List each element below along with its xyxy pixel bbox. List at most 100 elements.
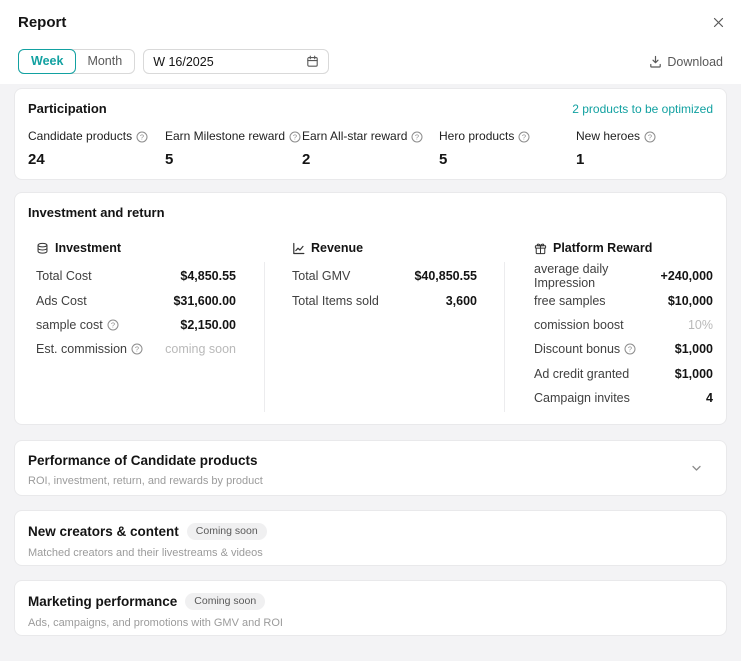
help-icon[interactable]: ?	[289, 131, 301, 143]
table-row: average daily Impression ? +240,000	[534, 262, 713, 291]
participation-metric: Candidate products ? 24	[28, 129, 165, 168]
investment-return-card: Investment and return Investment Total C…	[14, 192, 727, 425]
help-icon[interactable]: ?	[518, 131, 530, 143]
report-toolbar: Week Month W 16/2025 Download	[18, 49, 723, 74]
row-label: sample cost	[36, 317, 103, 332]
download-label: Download	[667, 54, 723, 69]
investment-return-columns: Investment Total Cost ? $4,850.55 Ads Co…	[28, 238, 713, 412]
participation-title: Participation	[28, 101, 107, 116]
row-value: $1,000	[674, 342, 713, 357]
section-subtitle: ROI, investment, return, and rewards by …	[28, 475, 263, 487]
participation-metrics: Candidate products ? 24 Earn Milestone r…	[28, 129, 713, 168]
table-row: Total Items sold ? 3,600	[292, 288, 477, 312]
svg-text:?: ?	[135, 345, 139, 354]
calendar-icon	[306, 55, 319, 68]
metric-label: Earn All-star reward	[302, 129, 408, 143]
metric-value: 5	[165, 151, 174, 168]
metric-value: 2	[302, 151, 311, 168]
invest-column: Platform Reward average daily Impression…	[504, 238, 713, 412]
section-title: Marketing performance	[28, 594, 178, 609]
section-subtitle: Ads, campaigns, and promotions with GMV …	[28, 617, 283, 629]
dialog-header: Report Week Month W 16/2025 Download	[0, 0, 741, 84]
week-picker[interactable]: W 16/2025	[143, 49, 330, 74]
row-label: average daily Impression	[534, 262, 609, 291]
close-button[interactable]	[710, 14, 727, 31]
row-label: Ad credit granted	[534, 366, 630, 381]
section-card[interactable]: Performance of Candidate products ROI, i…	[14, 440, 727, 496]
svg-text:?: ?	[628, 345, 632, 354]
table-row: Ads Cost ? $31,600.00	[36, 288, 236, 312]
row-value: 4	[706, 391, 713, 406]
products-to-optimize-link[interactable]: 2 products to be optimized	[572, 101, 713, 116]
row-label: Total GMV	[292, 269, 351, 284]
row-label: Est. commission	[36, 342, 127, 357]
report-content: Participation 2 products to be optimized…	[0, 84, 741, 636]
svg-text:?: ?	[111, 321, 115, 330]
table-row: Ad credit granted ? $1,000	[534, 362, 713, 386]
row-value: coming soon	[165, 342, 236, 357]
table-row: Campaign invites ? 4	[534, 386, 713, 410]
row-label: Total Items sold	[292, 293, 379, 308]
table-row: free samples ? $10,000	[534, 288, 713, 312]
report-dialog: Report Week Month W 16/2025 Download	[0, 0, 741, 636]
week-tab[interactable]: Week	[18, 49, 77, 74]
help-icon[interactable]: ?	[131, 343, 143, 355]
section-subtitle: Matched creators and their livestreams &…	[28, 547, 263, 559]
row-value: 10%	[687, 317, 713, 332]
table-row: Est. commission ? coming soon	[36, 337, 236, 361]
invest-column: Revenue Total GMV ? $40,850.55 Total Ite…	[264, 238, 504, 412]
period-toggle: Week Month	[18, 49, 136, 74]
chevron-down-icon[interactable]	[691, 463, 702, 474]
participation-card: Participation 2 products to be optimized…	[14, 88, 727, 180]
row-label: free samples	[534, 293, 606, 308]
coins-icon	[36, 242, 49, 255]
metric-label: Earn Milestone reward	[165, 129, 286, 143]
svg-text:?: ?	[522, 132, 526, 141]
column-title: Platform Reward	[553, 241, 653, 255]
investment-return-title: Investment and return	[28, 205, 165, 220]
metric-label: Hero products	[439, 129, 515, 143]
row-label: Campaign invites	[534, 391, 630, 406]
row-value: $2,150.00	[180, 317, 236, 332]
svg-text:?: ?	[648, 132, 652, 141]
participation-metric: Earn Milestone reward ? 5	[165, 129, 302, 168]
column-rows: Total GMV ? $40,850.55 Total Items sold …	[292, 264, 477, 313]
table-row: Total GMV ? $40,850.55	[292, 264, 477, 288]
download-icon	[649, 55, 662, 68]
gift-icon	[534, 242, 547, 255]
section-title: New creators & content	[28, 524, 179, 539]
metric-value: 5	[439, 151, 448, 168]
participation-metric: New heroes ? 1	[576, 129, 713, 168]
help-icon[interactable]: ?	[624, 343, 636, 355]
row-label: Ads Cost	[36, 293, 87, 308]
chart-icon	[292, 242, 305, 255]
row-value: $31,600.00	[173, 293, 236, 308]
section-title: Performance of Candidate products	[28, 453, 258, 468]
participation-metric: Earn All-star reward ? 2	[302, 129, 439, 168]
row-label: Discount bonus	[534, 342, 621, 357]
row-value: $40,850.55	[414, 269, 477, 284]
help-icon[interactable]: ?	[136, 131, 148, 143]
help-icon[interactable]: ?	[644, 131, 656, 143]
svg-text:?: ?	[293, 132, 297, 141]
month-tab[interactable]: Month	[75, 50, 134, 73]
week-picker-value: W 16/2025	[153, 54, 214, 69]
svg-text:?: ?	[415, 132, 419, 141]
metric-label: Candidate products	[28, 129, 133, 143]
column-rows: average daily Impression ? +240,000 free…	[534, 262, 713, 410]
download-button[interactable]: Download	[649, 55, 723, 69]
table-row: Total Cost ? $4,850.55	[36, 264, 236, 288]
table-row: comission boost ? 10%	[534, 313, 713, 337]
table-row: sample cost ? $2,150.00	[36, 313, 236, 337]
column-rows: Total Cost ? $4,850.55 Ads Cost ? $31,60…	[36, 264, 236, 362]
help-icon[interactable]: ?	[411, 131, 423, 143]
invest-column: Investment Total Cost ? $4,850.55 Ads Co…	[28, 238, 264, 412]
page-title: Report	[18, 14, 67, 31]
metric-value: 24	[28, 151, 45, 168]
help-icon[interactable]: ?	[107, 319, 119, 331]
column-title: Investment	[55, 241, 121, 255]
column-title: Revenue	[311, 241, 364, 255]
row-value: $10,000	[667, 293, 713, 308]
metric-label: New heroes	[576, 129, 641, 143]
metric-value: 1	[576, 151, 585, 168]
